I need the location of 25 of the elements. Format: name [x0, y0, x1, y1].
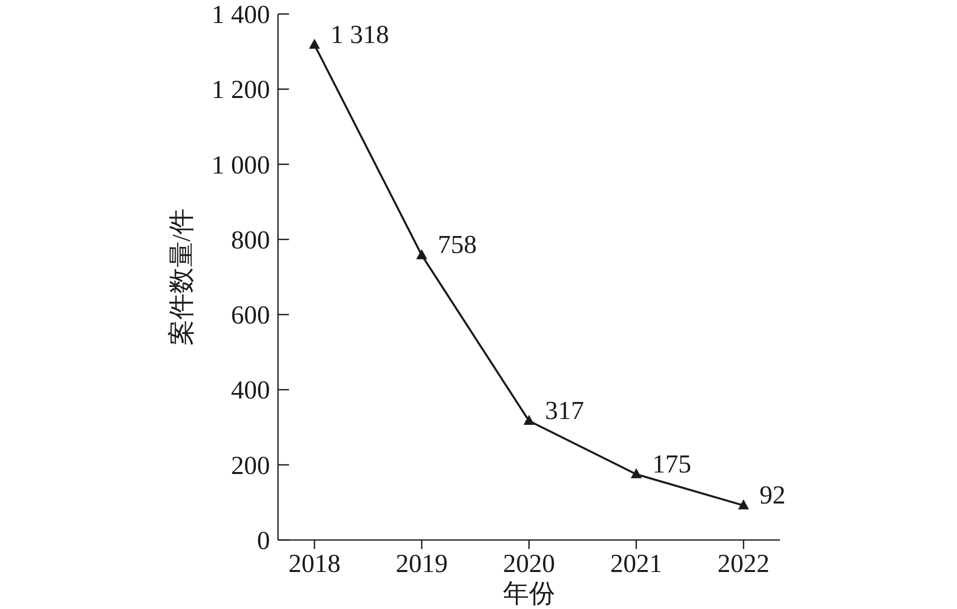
y-tick-label: 1 400	[212, 0, 270, 29]
x-tick-label: 2021	[610, 549, 662, 578]
data-label: 1 318	[330, 20, 389, 49]
y-tick-label: 400	[231, 376, 270, 405]
y-axis-title: 案件数量/件	[167, 208, 196, 346]
x-tick-label: 2019	[396, 549, 448, 578]
point	[630, 468, 642, 478]
data-label: 175	[652, 449, 692, 478]
x-tick-label: 2022	[718, 549, 770, 578]
point	[416, 249, 428, 260]
data-label: 758	[438, 230, 477, 260]
y-tick-label: 600	[231, 300, 270, 330]
x-axis-title: 年份	[503, 579, 555, 608]
y-tick-label: 1 000	[212, 150, 270, 180]
point	[738, 499, 750, 510]
x-tick-label: 2018	[288, 549, 340, 578]
y-tick-label: 0	[257, 526, 270, 555]
x-tick-label: 2020	[503, 549, 555, 578]
y-tick-label: 800	[231, 225, 270, 254]
point	[308, 38, 320, 49]
y-tick-label: 1 200	[212, 75, 270, 104]
data-label: 92	[760, 480, 786, 510]
y-tick-label: 200	[231, 450, 270, 480]
data-label: 317	[545, 396, 584, 425]
point	[524, 414, 534, 425]
